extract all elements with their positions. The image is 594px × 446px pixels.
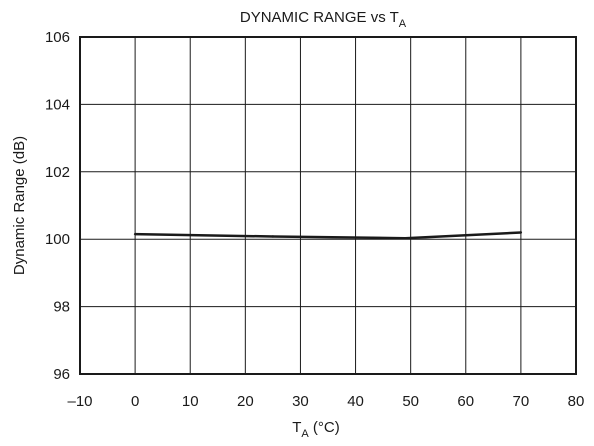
y-tick-label: 98	[53, 299, 70, 316]
x-tick-label: 70	[513, 393, 530, 410]
x-axis-label-subscript: A	[301, 428, 309, 440]
y-tick-label: 96	[53, 366, 70, 383]
x-tick-label: 30	[292, 393, 309, 410]
data-point	[133, 232, 137, 236]
y-tick-label: 106	[45, 29, 70, 46]
series-line	[135, 231, 521, 240]
y-tick-label: 104	[45, 96, 70, 113]
x-tick-label: 50	[402, 393, 419, 410]
chart-title-main: DYNAMIC RANGE vs T	[240, 9, 399, 26]
plot-frame	[79, 36, 577, 375]
y-axis-label: Dynamic Range (dB)	[11, 136, 28, 275]
chart-title-subscript: A	[399, 18, 407, 30]
data-point	[271, 235, 275, 238]
x-tick-label: 40	[347, 393, 364, 410]
x-axis-label: TA (°C)	[292, 419, 340, 440]
chart-title: DYNAMIC RANGE vs TA	[240, 9, 407, 30]
x-axis-label-main: T	[292, 419, 301, 436]
x-tick-label: 20	[237, 393, 254, 410]
x-axis-label-suffix: (°C)	[309, 419, 340, 436]
series-layer	[133, 231, 523, 240]
x-tick-label: –10	[67, 393, 92, 410]
x-tick-labels: –10 0 10 20 30 40 50 60 70 80	[67, 393, 584, 410]
x-tick-label: 60	[457, 393, 474, 410]
grid-lines	[79, 36, 577, 375]
data-point	[403, 236, 407, 240]
y-tick-label: 102	[45, 164, 70, 181]
data-point	[519, 231, 523, 234]
y-tick-label: 100	[45, 231, 70, 248]
x-tick-label: 10	[182, 393, 199, 410]
x-tick-label: 80	[568, 393, 585, 410]
x-tick-label: 0	[131, 393, 139, 410]
y-tick-labels: 96 98 100 102 104 106	[45, 29, 70, 383]
